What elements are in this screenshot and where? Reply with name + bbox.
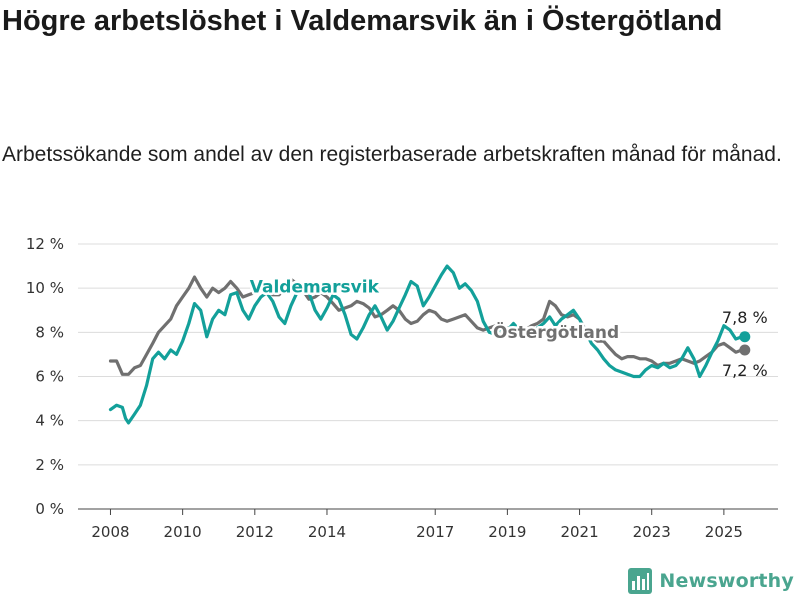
chart-title: Högre arbetslöshet i Valdemarsvik än i Ö… bbox=[2, 5, 723, 37]
series-labels: ValdemarsvikValdemarsvikÖstergötlandÖste… bbox=[247, 275, 768, 380]
end-value-valdemarsvik: 7,8 % bbox=[722, 308, 768, 327]
brand-logo: Newsworthy bbox=[628, 568, 794, 594]
series-label-valdemarsvik: Valdemarsvik bbox=[250, 278, 380, 298]
y-axis-ticks: 0 % 2 % 4 % 6 % 8 % 10 % 12 % bbox=[26, 235, 64, 518]
x-tick-label: 2010 bbox=[164, 523, 202, 541]
x-tick-label: 2025 bbox=[705, 523, 743, 541]
x-tick-label: 2023 bbox=[633, 523, 671, 541]
series-end-marker bbox=[739, 331, 751, 343]
y-tick-label: 12 % bbox=[26, 235, 64, 253]
series-line-valdemarsvik bbox=[108, 264, 747, 425]
y-tick-label: 6 % bbox=[35, 368, 64, 386]
x-tick-label: 2008 bbox=[91, 523, 129, 541]
y-tick-label: 10 % bbox=[26, 279, 64, 297]
y-tick-label: 8 % bbox=[35, 323, 64, 341]
x-tick-label: 2014 bbox=[308, 523, 346, 541]
x-tick-label: 2019 bbox=[488, 523, 526, 541]
y-tick-label: 4 % bbox=[35, 412, 64, 430]
bar-chart-icon bbox=[628, 568, 653, 594]
x-axis-ticks: 2008 2010 2012 2014 2017 2019 2021 2023 2025 bbox=[91, 509, 743, 541]
brand-name: Newsworthy bbox=[659, 570, 794, 592]
series-end-marker bbox=[739, 344, 751, 356]
line-chart: 0 % 2 % 4 % 6 % 8 % 10 % 12 % 2008 2010 2012 2014… bbox=[26, 235, 778, 541]
chart-subtitle: Arbetssökande som andel av den registerb… bbox=[2, 143, 782, 166]
series-label-ostergotland-halo: Östergötland bbox=[493, 321, 619, 343]
y-tick-label: 0 % bbox=[35, 500, 64, 518]
series-line-stergtland bbox=[108, 275, 747, 376]
y-tick-label: 2 % bbox=[35, 456, 64, 474]
series-lines bbox=[108, 264, 751, 425]
x-tick-label: 2017 bbox=[416, 523, 454, 541]
series-label-valdemarsvik-halo: Valdemarsvik bbox=[250, 278, 380, 298]
series-label-ostergotland: Östergötland bbox=[493, 321, 619, 343]
x-tick-label: 2012 bbox=[236, 523, 274, 541]
end-value-ostergotland: 7,2 % bbox=[722, 361, 768, 380]
x-tick-label: 2021 bbox=[560, 523, 598, 541]
gridlines bbox=[78, 243, 778, 510]
